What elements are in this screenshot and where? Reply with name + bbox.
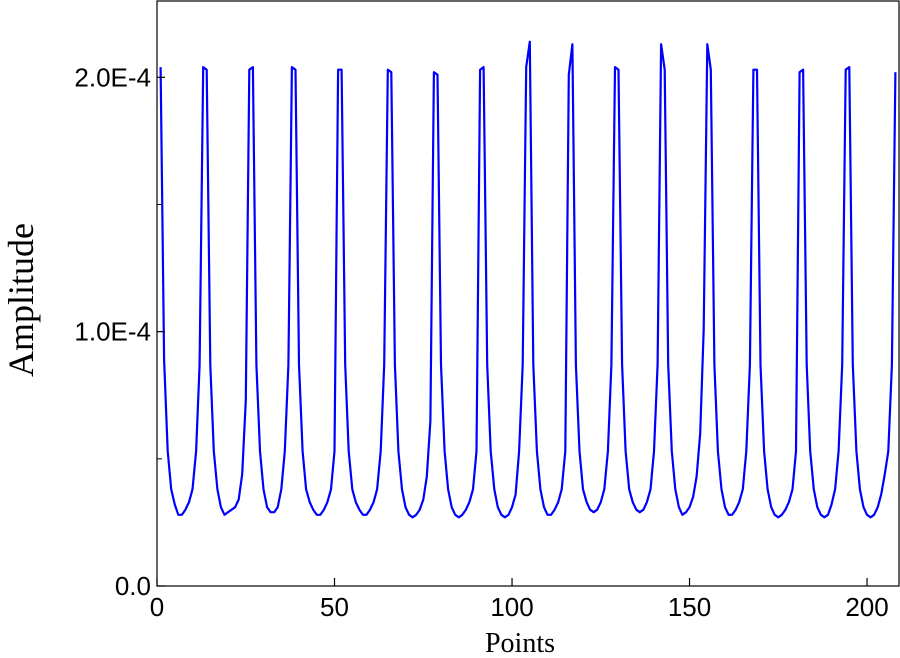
- x-tick-label: 100: [490, 592, 533, 622]
- y-axis-title: Amplitude: [1, 223, 41, 377]
- x-tick-label: 200: [845, 592, 888, 622]
- plot-frame: [156, 0, 900, 587]
- y-axis: 0.0 1.0E-4 2.0E-4: [74, 62, 165, 601]
- x-tick-label: 50: [320, 592, 349, 622]
- y-tick-label: 2.0E-4: [74, 62, 151, 92]
- x-tick-label: 150: [668, 592, 711, 622]
- y-tick-label: 1.0E-4: [74, 317, 151, 347]
- y-tick-label: 0.0: [115, 571, 151, 601]
- x-axis: 0 50 100 150 200: [150, 578, 889, 622]
- series-line-0: [159, 40, 897, 519]
- x-axis-title: Points: [485, 628, 555, 658]
- plot-area: [159, 40, 897, 519]
- x-tick-label: 0: [150, 592, 164, 622]
